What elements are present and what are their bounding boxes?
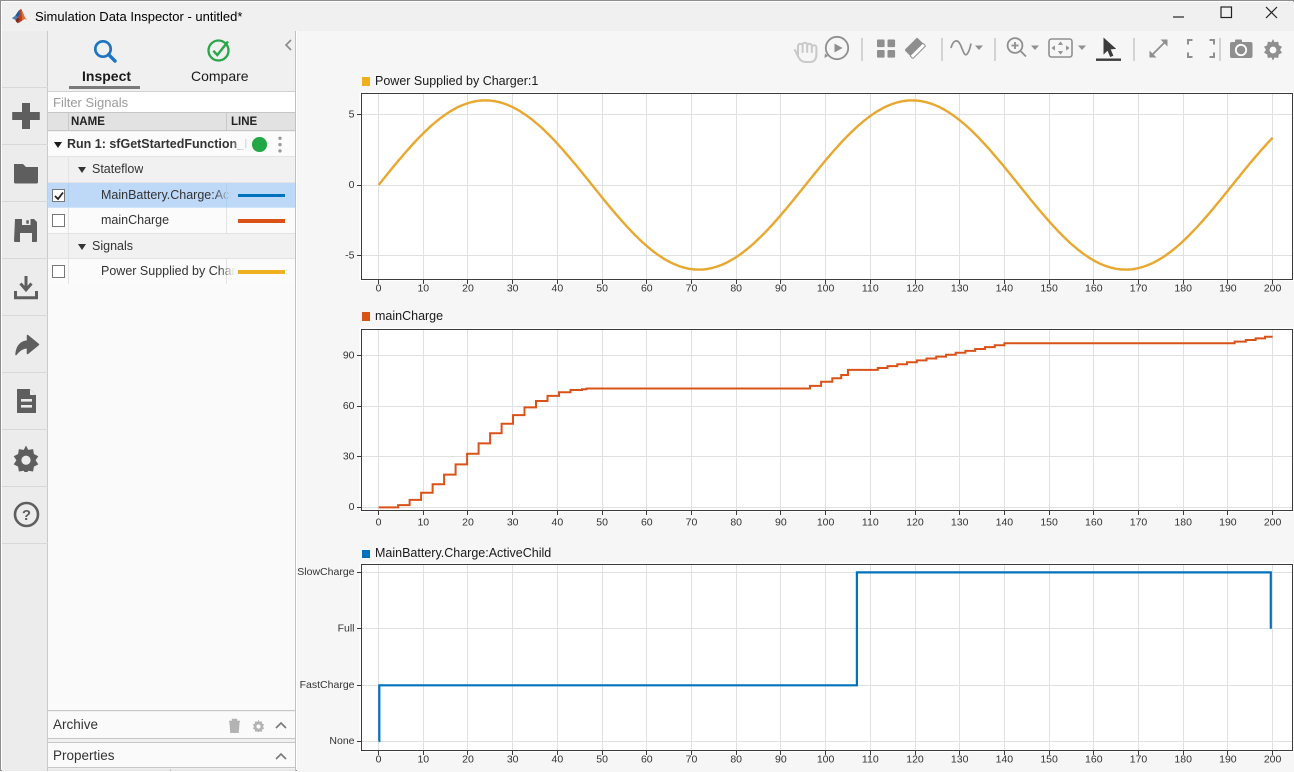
svg-text:Full: Full — [338, 623, 355, 635]
svg-text:140: 140 — [996, 516, 1014, 528]
svg-text:90: 90 — [775, 282, 787, 294]
svg-text:10: 10 — [417, 516, 429, 528]
svg-text:90: 90 — [343, 349, 355, 361]
svg-text:110: 110 — [862, 516, 879, 528]
svg-text:130: 130 — [951, 516, 969, 528]
svg-text:160: 160 — [1085, 753, 1103, 765]
svg-text:100: 100 — [817, 516, 835, 528]
svg-text:-5: -5 — [345, 249, 354, 261]
svg-text:20: 20 — [462, 282, 474, 294]
svg-text:FastCharge: FastCharge — [300, 679, 355, 691]
svg-text:170: 170 — [1130, 516, 1148, 528]
svg-text:20: 20 — [462, 516, 474, 528]
svg-text:180: 180 — [1174, 753, 1192, 765]
svg-text:200: 200 — [1264, 282, 1282, 294]
svg-text:40: 40 — [552, 282, 564, 294]
svg-text:0: 0 — [376, 753, 382, 765]
svg-text:170: 170 — [1130, 282, 1148, 294]
svg-text:60: 60 — [641, 516, 653, 528]
svg-text:30: 30 — [507, 516, 519, 528]
svg-text:?: ? — [22, 507, 31, 524]
svg-text:120: 120 — [906, 753, 924, 765]
svg-text:50: 50 — [596, 753, 608, 765]
svg-text:200: 200 — [1264, 753, 1282, 765]
svg-text:140: 140 — [996, 282, 1014, 294]
svg-text:190: 190 — [1219, 282, 1237, 294]
svg-text:120: 120 — [906, 516, 924, 528]
svg-text:160: 160 — [1085, 516, 1103, 528]
svg-text:10: 10 — [417, 282, 429, 294]
svg-text:180: 180 — [1174, 282, 1192, 294]
svg-text:30: 30 — [343, 451, 355, 463]
svg-text:110: 110 — [862, 753, 879, 765]
svg-text:80: 80 — [730, 516, 742, 528]
svg-text:30: 30 — [507, 753, 519, 765]
svg-text:20: 20 — [462, 753, 474, 765]
svg-text:60: 60 — [343, 400, 355, 412]
svg-text:200: 200 — [1264, 516, 1282, 528]
svg-text:30: 30 — [507, 282, 519, 294]
svg-text:120: 120 — [906, 282, 924, 294]
svg-text:180: 180 — [1174, 516, 1192, 528]
svg-text:60: 60 — [641, 753, 653, 765]
svg-text:90: 90 — [775, 753, 787, 765]
svg-text:130: 130 — [951, 282, 969, 294]
svg-text:150: 150 — [1040, 516, 1058, 528]
svg-text:100: 100 — [817, 753, 835, 765]
svg-text:130: 130 — [951, 753, 969, 765]
svg-text:80: 80 — [730, 282, 742, 294]
svg-text:170: 170 — [1130, 753, 1148, 765]
svg-text:0: 0 — [376, 516, 382, 528]
svg-text:70: 70 — [686, 282, 698, 294]
svg-text:None: None — [329, 735, 354, 747]
svg-text:SlowCharge: SlowCharge — [297, 566, 354, 578]
svg-text:70: 70 — [686, 516, 698, 528]
svg-text:50: 50 — [596, 516, 608, 528]
svg-text:40: 40 — [552, 753, 564, 765]
svg-text:60: 60 — [641, 282, 653, 294]
svg-text:70: 70 — [686, 753, 698, 765]
svg-text:50: 50 — [596, 282, 608, 294]
svg-text:190: 190 — [1219, 516, 1237, 528]
svg-text:150: 150 — [1040, 753, 1058, 765]
svg-text:5: 5 — [349, 108, 355, 120]
svg-text:80: 80 — [730, 753, 742, 765]
svg-text:0: 0 — [376, 282, 382, 294]
svg-text:40: 40 — [552, 516, 564, 528]
svg-text:10: 10 — [417, 753, 429, 765]
svg-text:190: 190 — [1219, 753, 1237, 765]
svg-text:110: 110 — [862, 282, 879, 294]
svg-text:0: 0 — [349, 179, 355, 191]
svg-text:150: 150 — [1040, 282, 1058, 294]
svg-text:0: 0 — [349, 501, 355, 513]
svg-text:100: 100 — [817, 282, 835, 294]
svg-text:140: 140 — [996, 753, 1014, 765]
svg-text:90: 90 — [775, 516, 787, 528]
svg-text:160: 160 — [1085, 282, 1103, 294]
